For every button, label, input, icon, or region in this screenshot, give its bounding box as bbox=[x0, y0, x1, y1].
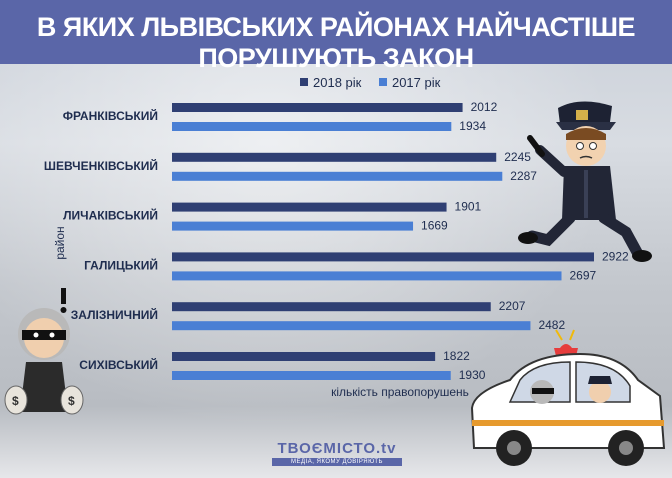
value-label: 2245 bbox=[504, 150, 531, 164]
value-label: 1901 bbox=[455, 200, 482, 214]
category-label: ФРАНКІВСЬКИЙ bbox=[63, 108, 158, 123]
legend-swatch-2018 bbox=[300, 78, 308, 86]
value-label: 2922 bbox=[602, 249, 629, 263]
police-car-illustration bbox=[470, 329, 666, 466]
bar-2017 bbox=[172, 122, 452, 131]
bar-2018 bbox=[172, 352, 436, 361]
bar-2017 bbox=[172, 271, 562, 281]
bar-2017 bbox=[172, 171, 503, 181]
bar-2018 bbox=[172, 302, 491, 312]
y-axis-title: район bbox=[53, 226, 67, 259]
logo: ТВОЄМІСТО.tv МЕДІА, ЯКОМУ ДОВІРЯЮТЬ bbox=[272, 440, 402, 466]
legend-item-2018: 2018 рік bbox=[300, 75, 361, 90]
bar-2018 bbox=[172, 252, 594, 262]
value-label: 1822 bbox=[443, 349, 470, 363]
police-officer-illustration bbox=[518, 101, 652, 262]
chart-legend: 2018 рік 2017 рік bbox=[300, 74, 454, 90]
value-label: 1934 bbox=[459, 119, 486, 133]
value-label: 1930 bbox=[459, 368, 486, 382]
value-label: 2287 bbox=[510, 169, 537, 183]
category-label: СИХІВСЬКИЙ bbox=[79, 357, 158, 372]
bar-2018 bbox=[172, 152, 497, 162]
svg-text:$: $ bbox=[68, 394, 75, 408]
bar-2017 bbox=[172, 221, 414, 231]
legend-item-2017: 2017 рік bbox=[378, 74, 441, 90]
chart-marks: ФРАНКІВСЬКИЙ 2012 1934 ШЕВЧЕНКІВСЬКИЙ 2245 22… bbox=[44, 100, 629, 382]
value-label: 2207 bbox=[499, 299, 526, 313]
page-title: В ЯКИХ ЛЬВІВСЬКИХ РАЙОНАХ НАЙЧАСТІШЕ ПОР… bbox=[36, 12, 636, 73]
category-label: ГАЛИЦЬКИЙ bbox=[84, 257, 158, 272]
bar-2017 bbox=[172, 321, 531, 331]
logo-name: ТВОЄМІСТО.tv bbox=[277, 440, 397, 457]
bar-2017 bbox=[172, 371, 451, 380]
legend-swatch-2017 bbox=[378, 78, 387, 86]
bar-2018 bbox=[172, 103, 463, 112]
legend-label-2017: 2017 рік bbox=[391, 74, 441, 90]
legend-label-2018: 2018 рік bbox=[313, 74, 362, 90]
bar-2018 bbox=[172, 202, 447, 212]
value-label: 2697 bbox=[570, 268, 597, 282]
value-label: 2482 bbox=[538, 318, 565, 332]
svg-text:$: $ bbox=[12, 394, 19, 408]
logo-tagline: МЕДІА, ЯКОМУ ДОВІРЯЮТЬ bbox=[272, 458, 402, 466]
value-label: 2012 bbox=[471, 100, 498, 114]
title-bar: В ЯКИХ ЛЬВІВСЬКИХ РАЙОНАХ НАЙЧАСТІШЕ ПОР… bbox=[0, 0, 672, 73]
category-label: ЗАЛІЗНИЧНИЙ bbox=[71, 307, 158, 322]
exclamation-icon bbox=[61, 288, 66, 304]
category-label: ЛИЧАКІВСЬКИЙ bbox=[63, 208, 158, 223]
thief-illustration: $ $ bbox=[4, 288, 84, 415]
x-axis-title: кількість правопорушень bbox=[331, 385, 469, 399]
category-label: ШЕВЧЕНКІВСЬКИЙ bbox=[44, 158, 158, 173]
value-label: 1669 bbox=[421, 219, 448, 233]
